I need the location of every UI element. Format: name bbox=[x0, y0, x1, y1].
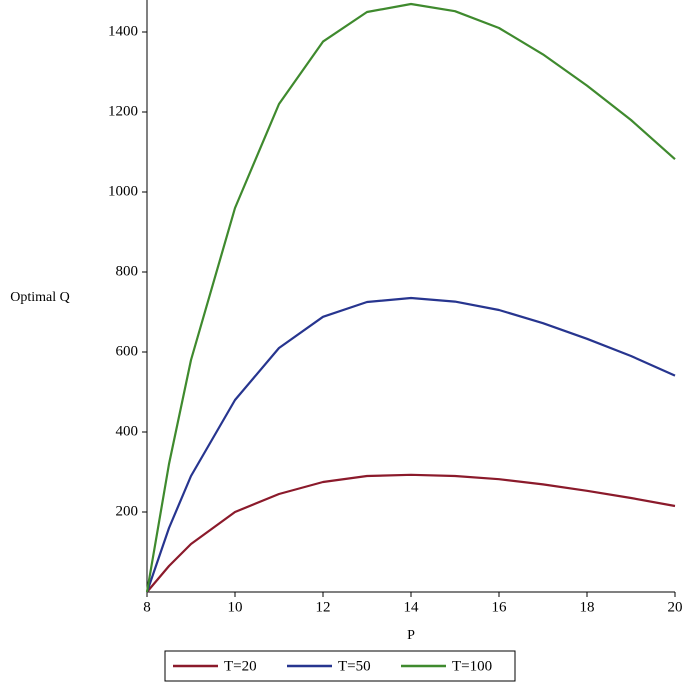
legend-label: T=20 bbox=[224, 658, 257, 674]
x-tick-label: 16 bbox=[492, 599, 508, 615]
line-series bbox=[146, 473, 676, 593]
x-tick-label: 10 bbox=[228, 599, 243, 615]
x-tick-label: 8 bbox=[143, 599, 151, 615]
y-tick-label: 1000 bbox=[108, 183, 138, 199]
y-tick-label: 1200 bbox=[108, 103, 138, 119]
line-series bbox=[145, 2, 676, 593]
x-tick-label: 20 bbox=[668, 599, 683, 615]
x-tick-label: 12 bbox=[316, 599, 331, 615]
y-tick-label: 1400 bbox=[108, 23, 138, 39]
y-axis-label: Optimal Q bbox=[10, 290, 70, 305]
legend-label: T=50 bbox=[338, 658, 371, 674]
x-tick-label: 14 bbox=[404, 599, 420, 615]
y-tick-label: 200 bbox=[116, 503, 139, 519]
line-series bbox=[145, 296, 676, 593]
legend-label: T=100 bbox=[452, 658, 492, 674]
x-axis-label: P bbox=[407, 628, 415, 643]
x-tick-label: 18 bbox=[580, 599, 595, 615]
y-tick-label: 800 bbox=[116, 263, 139, 279]
legend-box bbox=[164, 650, 516, 682]
y-tick-label: 600 bbox=[116, 343, 139, 359]
y-tick-label: 400 bbox=[116, 423, 139, 439]
